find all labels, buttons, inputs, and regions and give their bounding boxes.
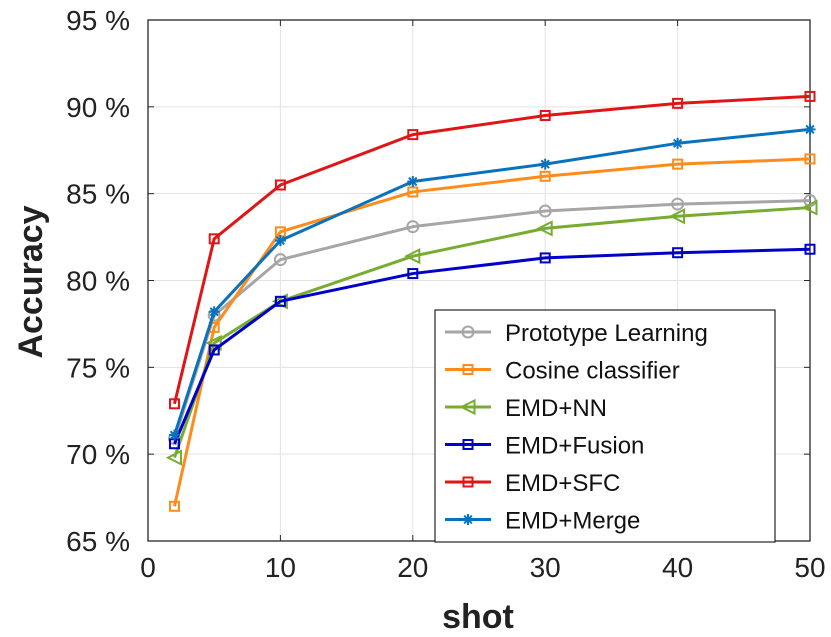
- legend-entry: EMD+Fusion: [445, 433, 644, 460]
- legend-label: EMD+Fusion: [505, 433, 644, 460]
- asterisk-stroke: [463, 514, 473, 525]
- legend-label: EMD+SFC: [505, 470, 620, 497]
- legend-box: [434, 309, 776, 543]
- data-point: [804, 153, 816, 165]
- x-tick-label: 20: [397, 552, 428, 583]
- data-point: [274, 179, 286, 191]
- x-tick-label: 30: [530, 552, 561, 583]
- legend-marker: [462, 476, 474, 488]
- data-point: [801, 199, 818, 216]
- data-point: [406, 220, 420, 234]
- y-tick-label: 65 %: [66, 526, 130, 557]
- asterisk-stroke: [275, 235, 286, 246]
- y-tick-label: 85 %: [66, 179, 130, 210]
- data-point: [539, 170, 551, 182]
- series-emd-nn: [165, 199, 818, 466]
- y-tick-label: 90 %: [66, 92, 130, 123]
- data-point: [804, 243, 816, 255]
- asterisk-stroke: [805, 124, 815, 135]
- series-emd-sfc: [168, 90, 816, 410]
- legend-label: Prototype Learning: [505, 320, 708, 347]
- x-axis-title: shot: [442, 598, 514, 636]
- data-point: [404, 248, 421, 265]
- legend-label: EMD+NN: [505, 395, 607, 422]
- series-line: [173, 206, 811, 459]
- legend-entry: EMD+NN: [445, 395, 607, 422]
- asterisk-stroke: [672, 138, 683, 148]
- legend-entry: Prototype Learning: [445, 320, 708, 347]
- legend-marker: [462, 514, 474, 525]
- legend-entry: EMD+SFC: [445, 470, 620, 497]
- data-point: [536, 220, 553, 237]
- data-point: [407, 176, 419, 188]
- series-emd-merge: [168, 123, 816, 441]
- data-point: [208, 306, 220, 318]
- data-point: [804, 123, 816, 135]
- data-point: [407, 268, 419, 280]
- legend-marker: [462, 439, 474, 450]
- data-point: [274, 235, 286, 247]
- data-point: [168, 500, 180, 512]
- x-tick-label: 40: [662, 552, 693, 583]
- axes: 0 10 20 30 40 50 65 % 70 % 75 % 80 % 85 % 90 % 95 %: [66, 5, 825, 583]
- legend-label: EMD+Merge: [505, 508, 640, 535]
- data-point: [672, 97, 684, 109]
- asterisk-stroke: [408, 176, 418, 187]
- asterisk-stroke: [169, 430, 180, 440]
- legend: Prototype Learning Cosine classifier EMD+N…: [434, 309, 776, 543]
- data-point: [274, 295, 286, 307]
- series-line: [173, 157, 811, 507]
- data-point: [672, 158, 684, 170]
- asterisk-stroke: [209, 307, 219, 317]
- data-point: [538, 204, 552, 218]
- data-point: [208, 233, 220, 245]
- data-point: [165, 449, 182, 466]
- data-point: [539, 110, 551, 122]
- data-point: [407, 129, 419, 141]
- y-tick-label: 75 %: [66, 352, 130, 383]
- x-tick-label: 50: [794, 552, 825, 583]
- data-point: [672, 137, 684, 149]
- series-line: [173, 247, 811, 445]
- y-tick-label: 80 %: [66, 266, 130, 297]
- y-tick-label: 70 %: [66, 439, 130, 470]
- series-line: [173, 94, 811, 405]
- data-point: [273, 253, 287, 267]
- series-layer: [165, 90, 818, 512]
- legend-marker: [459, 398, 476, 416]
- data-point: [407, 186, 419, 198]
- x-tick-label: 0: [140, 552, 156, 583]
- data-point: [208, 344, 220, 356]
- data-point: [168, 398, 180, 410]
- data-point: [672, 247, 684, 259]
- legend-marker: [462, 364, 474, 375]
- legend-marker: [461, 325, 475, 339]
- legend-entry: Cosine classifier: [445, 358, 680, 385]
- legend-entry: EMD+Merge: [445, 508, 640, 535]
- series-cosine-classifier: [168, 153, 816, 512]
- data-point: [168, 429, 180, 441]
- data-point: [671, 197, 685, 211]
- data-point: [668, 208, 686, 225]
- asterisk-stroke: [540, 159, 550, 169]
- data-point: [539, 158, 551, 170]
- data-point: [539, 252, 551, 264]
- data-point: [804, 90, 816, 102]
- x-tick-label: 10: [265, 552, 296, 583]
- y-axis-title: Accuracy: [12, 205, 50, 358]
- legend-label: Cosine classifier: [505, 358, 680, 385]
- y-tick-label: 95 %: [66, 5, 130, 36]
